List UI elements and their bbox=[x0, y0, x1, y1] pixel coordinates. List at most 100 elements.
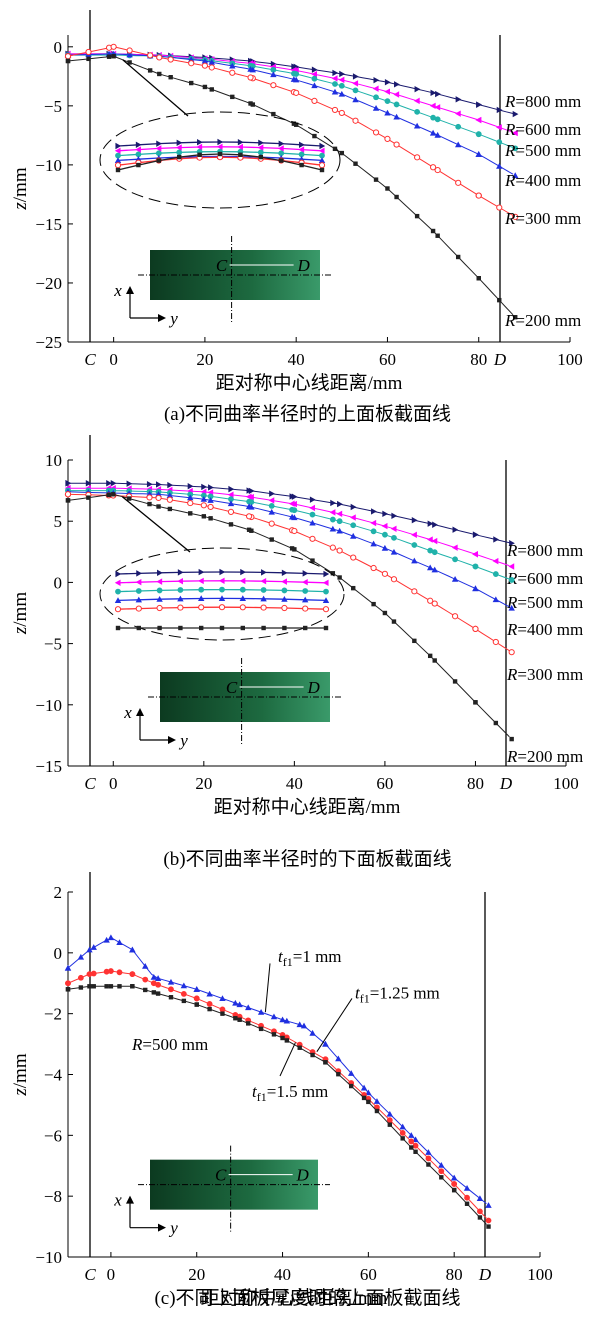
zoom-point bbox=[282, 625, 287, 631]
zoom-detail bbox=[99, 496, 345, 641]
data-point bbox=[411, 517, 418, 524]
data-point bbox=[339, 150, 345, 156]
inset-x-label: x bbox=[113, 1191, 122, 1210]
data-point bbox=[391, 534, 397, 541]
data-point bbox=[496, 106, 503, 114]
data-point bbox=[394, 194, 399, 200]
data-point bbox=[400, 1136, 405, 1141]
data-point bbox=[85, 480, 92, 487]
y-tick-label: 0 bbox=[54, 38, 63, 57]
data-point bbox=[206, 1001, 213, 1007]
data-point bbox=[289, 546, 295, 551]
data-point bbox=[373, 1098, 381, 1104]
data-point bbox=[472, 531, 479, 538]
zoom-point bbox=[218, 604, 226, 611]
data-point bbox=[110, 43, 117, 50]
zoom-point bbox=[155, 145, 162, 152]
chart-panel-a: 0 −5 −10 −15 −20 −25 0 20 40 60 80 100 C D 距对称中心线距离/mm… bbox=[10, 10, 583, 394]
data-point bbox=[381, 544, 389, 551]
series-1: R=600 mm bbox=[64, 50, 581, 139]
data-point bbox=[350, 503, 357, 511]
axes: 0 −5 −10 −15 −20 −25 0 20 40 60 80 100 C D 距对称中心线距离/mm… bbox=[10, 10, 583, 394]
data-point bbox=[200, 502, 207, 509]
zoom-point bbox=[239, 604, 246, 611]
data-point bbox=[451, 575, 459, 582]
data-point bbox=[429, 164, 437, 171]
data-point bbox=[337, 500, 343, 508]
series-1: R=600 mm bbox=[64, 484, 583, 588]
data-point bbox=[249, 528, 254, 533]
inset-y-label: y bbox=[178, 731, 188, 750]
zoom-point bbox=[136, 570, 142, 577]
data-point bbox=[390, 548, 398, 555]
inset-x-arrowhead bbox=[126, 1195, 134, 1204]
data-point bbox=[126, 496, 132, 501]
zoom-point bbox=[322, 597, 330, 603]
zoom-point bbox=[318, 157, 326, 163]
inset-x-arrowhead bbox=[136, 708, 144, 716]
series-label: R=800 mm bbox=[504, 92, 581, 111]
specimen-inset: C Dx y bbox=[113, 236, 332, 328]
zoom-point bbox=[279, 158, 284, 163]
data-point bbox=[228, 485, 235, 493]
data-point bbox=[129, 971, 136, 978]
data-point bbox=[293, 89, 300, 96]
data-point bbox=[227, 491, 234, 498]
zoom-point bbox=[198, 577, 204, 585]
y-tick-label: −20 bbox=[35, 274, 62, 293]
data-point bbox=[142, 976, 149, 983]
zoom-point bbox=[136, 162, 141, 168]
data-point bbox=[180, 982, 188, 989]
data-point bbox=[412, 1142, 419, 1149]
data-point bbox=[103, 936, 110, 943]
data-point bbox=[227, 508, 235, 515]
data-point bbox=[361, 1095, 367, 1101]
zoom-point bbox=[302, 578, 308, 586]
data-point bbox=[245, 493, 252, 500]
data-point bbox=[425, 1155, 432, 1162]
data-point bbox=[207, 503, 214, 511]
zoom-point bbox=[177, 595, 184, 602]
data-point bbox=[438, 1161, 445, 1168]
y-tick-label: 0 bbox=[54, 944, 63, 963]
data-point bbox=[156, 504, 161, 509]
data-point bbox=[360, 1084, 368, 1091]
data-point bbox=[430, 114, 436, 121]
data-point bbox=[284, 1038, 290, 1043]
y-tick-label: −15 bbox=[35, 215, 62, 234]
d-axis-label: D bbox=[493, 350, 507, 369]
series-3: R=400 mm bbox=[64, 488, 583, 639]
series-leader bbox=[279, 1042, 296, 1077]
data-point bbox=[310, 558, 315, 563]
data-point bbox=[155, 991, 161, 996]
data-point bbox=[464, 1194, 470, 1201]
inset-y-label: y bbox=[168, 309, 178, 328]
data-point bbox=[411, 557, 418, 564]
data-point bbox=[338, 82, 345, 89]
data-point bbox=[237, 1017, 242, 1022]
data-point bbox=[472, 551, 479, 558]
series-2 bbox=[65, 984, 491, 1229]
data-point bbox=[431, 566, 438, 573]
data-point bbox=[332, 69, 339, 77]
zoom-point bbox=[114, 162, 122, 169]
data-point bbox=[309, 511, 316, 518]
c-axis-label: C bbox=[84, 774, 96, 793]
data-point bbox=[427, 547, 434, 554]
series-line bbox=[68, 482, 510, 544]
data-point bbox=[268, 520, 275, 527]
inset-x-arrowhead bbox=[126, 286, 134, 294]
data-point bbox=[370, 564, 377, 572]
data-point bbox=[86, 971, 93, 978]
zoom-point bbox=[115, 588, 121, 595]
data-point bbox=[512, 213, 519, 220]
y-axis-title: z/mm bbox=[10, 1053, 31, 1096]
data-point bbox=[352, 117, 359, 124]
zoom-point bbox=[135, 588, 142, 594]
series-line bbox=[67, 53, 514, 175]
data-point bbox=[279, 1016, 286, 1023]
data-point bbox=[229, 69, 236, 76]
data-point bbox=[336, 510, 343, 518]
y-tick-label: −4 bbox=[44, 1066, 63, 1085]
